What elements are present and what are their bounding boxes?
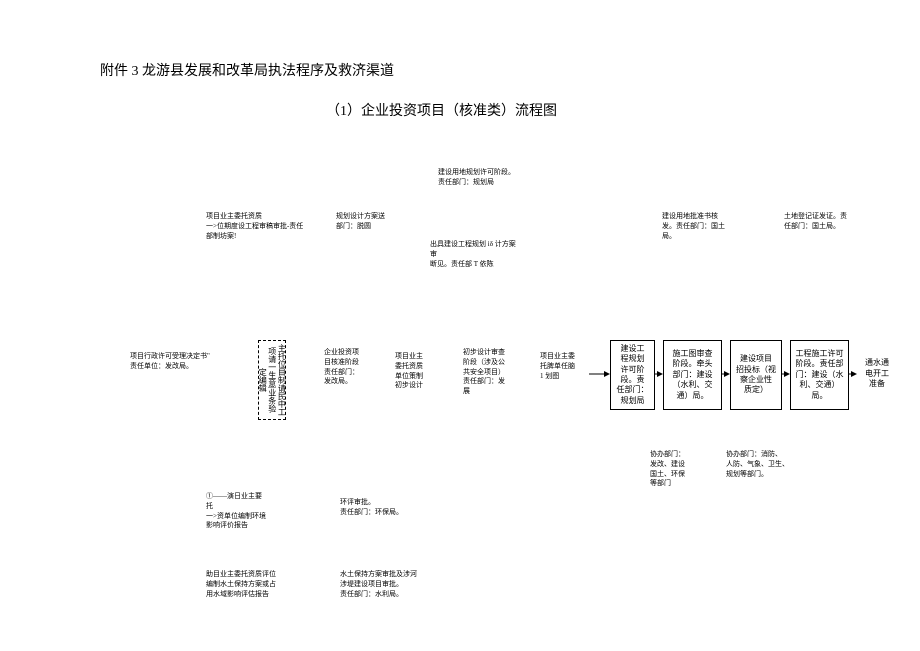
dashed-vertical-box: 主托位目制请民中工项请一生意|业条验定编辑 (258, 340, 286, 420)
upper-block-2: 规划设计方案送部门：脱圆 (336, 212, 406, 232)
upper-block-5: 建设用地批准书核发。责任部门：国土局。 (662, 212, 742, 241)
flow-box-2: 施工图审查阶段。牵头部门：建设（水利、交通）局。 (663, 340, 722, 410)
flow-box-4-label: 工程施工许可阶段。责任部门：建设（水利、交通）局。 (794, 349, 845, 401)
mid-block-m4: 项目业主委托资质单位策制初步设计 (395, 352, 437, 391)
mid-block-m1: 项目行政许可受理决定书"责任单位：发改局。 (130, 352, 230, 372)
flow-box-5: 通水通电开工准备 (857, 346, 897, 402)
flow-box-5-label: 通水通电开工准备 (865, 358, 889, 389)
flow-box-2-label: 施工图审查阶段。牵头部门：建设（水利、交通）局。 (673, 349, 713, 401)
flow-box-3: 建设项目招投标（视察企业性质定） (730, 340, 782, 410)
mid-block-m6: 项目业主委托脾单任脑1 划图 (540, 352, 590, 381)
dashed-vertical-text: 主托位目制请民中工项请一生意|业条验定编辑 (258, 344, 287, 416)
diagram-title: （1）企业投资项目（核准类）流程图 (326, 100, 557, 120)
lower-block-4: 水土保持方案审批及涉河涉堤建设项目审批。责任部门：水利局。 (340, 570, 450, 599)
lower-block-3: 助目业主委托资质评位编制水土保持方案或占用水域影响评估报告 (206, 570, 306, 599)
flow-box-3-label: 建设项目招投标（视察企业性质定） (736, 354, 776, 396)
page-heading: 附件 3 龙游县发展和改革局执法程序及救济渠道 (100, 60, 394, 80)
upper-block-4: 出具建设工程规划 iδ 计方案审断见。责任部 T 依陈 (430, 240, 540, 269)
assist-block-2: 协办部门：消防、人防、气象、卫生、规划等部门。 (726, 450, 806, 479)
flow-box-4: 工程施工许可阶段。责任部门：建设（水利、交通）局。 (790, 340, 849, 410)
assist-block-1: 协办部门：发改、建设国土、环保等部门 (650, 450, 702, 489)
flow-box-1: 建设工程规划许可阶段。责任部门：规划局 (610, 340, 655, 410)
flow-arrows (0, 0, 920, 651)
lower-block-1: ①——演日业主要托一>资单位编制环境影响评价报告 (206, 492, 306, 531)
lower-block-2: 环评审批。责任部门：环保局。 (340, 498, 430, 518)
upper-block-1: 项目业主委托资质一>位期度设工程审稿审批-责任部制坊案! (206, 212, 316, 241)
mid-block-m5: 初步设计审查阶段（涉及公共安全项目）责任部门：发展 (463, 348, 521, 397)
mid-block-m3: 企业投资项目核准阶段责任部门：发改局。 (324, 348, 374, 387)
upper-block-6: 土地登记证发证。责任部门：国土局。 (784, 212, 864, 232)
upper-block-3: 建设用地规划许可阶段。责任部门：规划局 (438, 168, 548, 188)
flow-box-1-label: 建设工程规划许可阶段。责任部门：规划局 (617, 344, 649, 406)
